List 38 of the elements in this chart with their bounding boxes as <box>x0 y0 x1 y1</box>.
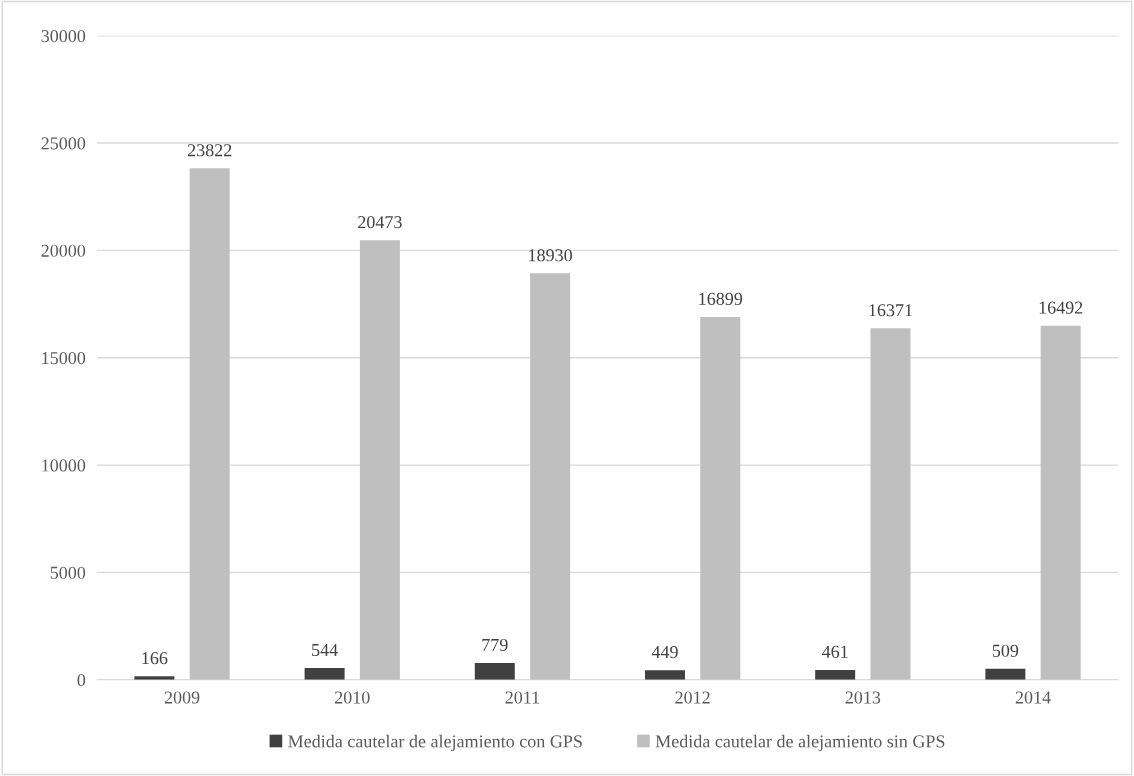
data-label: 544 <box>312 644 338 657</box>
bar <box>474 663 515 680</box>
data-label: 461 <box>821 645 848 658</box>
legend-label: Medida cautelar de alejamiento con GPS <box>288 734 582 752</box>
y-tick-label: 10000 <box>42 459 86 472</box>
x-tick-label: 2010 <box>334 691 370 704</box>
x-tick-label: 2011 <box>505 691 540 704</box>
bar <box>1040 325 1081 680</box>
bar <box>304 668 345 680</box>
y-tick-label: 5000 <box>50 566 86 579</box>
data-label: 18930 <box>529 249 572 262</box>
bar <box>700 316 741 680</box>
data-label: 779 <box>482 638 508 652</box>
data-label: 166 <box>142 652 168 665</box>
y-tick-label: 30000 <box>41 29 86 43</box>
x-tick-label: 2009 <box>164 691 200 704</box>
y-tick-label: 15000 <box>42 351 86 365</box>
x-tick-label: 2013 <box>845 691 881 704</box>
y-tick-label: 0 <box>77 674 86 687</box>
y-tick-label: 25000 <box>41 137 86 150</box>
bar <box>870 328 911 680</box>
bar <box>530 273 571 680</box>
data-label: 509 <box>992 644 1019 657</box>
data-label: 16371 <box>869 304 912 317</box>
y-tick-label: 20000 <box>41 244 86 257</box>
bar <box>189 168 230 680</box>
data-label: 20473 <box>358 216 402 229</box>
bar <box>359 240 400 680</box>
bar <box>644 670 685 680</box>
data-label: 16899 <box>699 292 743 305</box>
data-label: 23822 <box>187 144 232 157</box>
x-tick-label: 2014 <box>1015 691 1051 704</box>
data-label: 449 <box>651 646 678 659</box>
data-label: 16492 <box>1039 301 1083 314</box>
legend-label: Medida cautelar de alejamiento sin GPS <box>655 734 945 752</box>
bar <box>985 668 1026 680</box>
x-tick-label: 2012 <box>675 691 710 704</box>
bar <box>815 669 856 680</box>
